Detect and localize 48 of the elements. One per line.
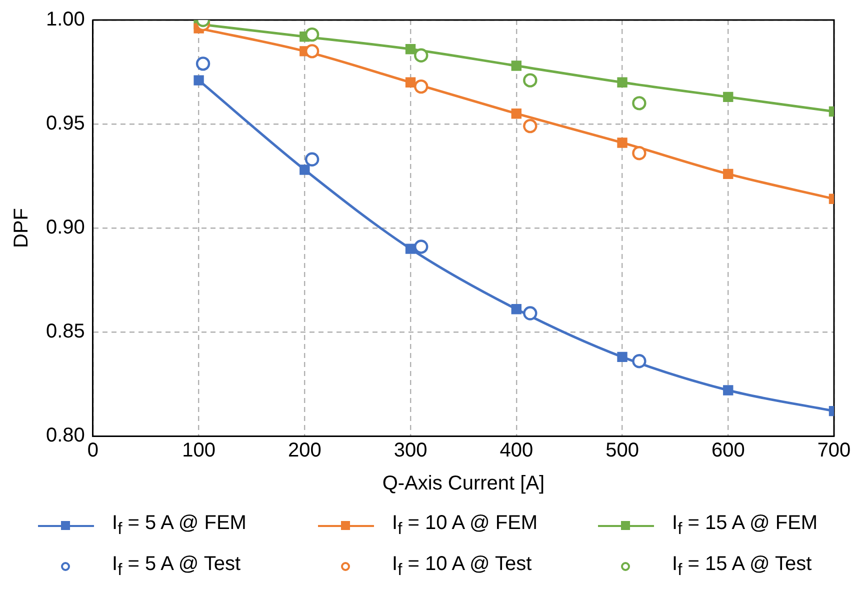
point [723, 168, 734, 180]
y-tick-label: 0.90 [46, 216, 85, 239]
legend-label: I$_{f}$ = 10 A @ Test [392, 553, 532, 580]
x-tick-label: 200 [288, 440, 322, 462]
point [723, 385, 734, 396]
point [617, 77, 628, 88]
y-tick-label: 1.00 [46, 8, 85, 31]
y-tick-label: 0.85 [46, 320, 85, 343]
point [523, 306, 538, 320]
legend-label: I$_{f}$ = 5 A @ Test [112, 553, 241, 580]
x-tick-label: 0 [87, 440, 98, 462]
point [304, 27, 320, 42]
point [194, 75, 204, 86]
point [617, 352, 628, 362]
point [300, 164, 310, 175]
point [405, 77, 416, 88]
legend-label: I$_{f}$ = 10 A @ FEM [392, 512, 538, 539]
point [304, 44, 320, 58]
point [511, 60, 522, 71]
point [414, 48, 428, 62]
x-tick-label: 400 [500, 440, 534, 462]
point [632, 96, 646, 110]
point [304, 152, 320, 166]
point [632, 146, 646, 160]
x-axis-title: Q-Axis Current [A] [382, 472, 545, 495]
point [196, 56, 210, 71]
y-tick-label: 0.80 [46, 424, 85, 447]
point [414, 79, 428, 94]
legend-label: I$_{f}$ = 5 A @ FEM [112, 512, 246, 539]
point [617, 138, 628, 148]
y-tick-label: 0.95 [46, 112, 85, 135]
point [523, 118, 538, 134]
point [511, 108, 522, 119]
point [405, 44, 416, 54]
point [405, 244, 416, 254]
point [632, 354, 646, 368]
x-tick-label: 300 [394, 440, 428, 462]
x-tick-label: 100 [182, 440, 216, 462]
x-tick-label: 700 [817, 440, 851, 462]
x-tick-label: 600 [711, 440, 745, 462]
point [523, 73, 538, 88]
legend-label: I$_{f}$ = 15 A @ Test [672, 553, 812, 580]
y-axis-title: DPF [10, 208, 33, 248]
point [511, 304, 522, 314]
x-tick-label: 500 [606, 440, 639, 462]
point [414, 240, 428, 254]
point [723, 92, 734, 102]
legend-label: I$_{f}$ = 15 A @ FEM [672, 512, 818, 539]
